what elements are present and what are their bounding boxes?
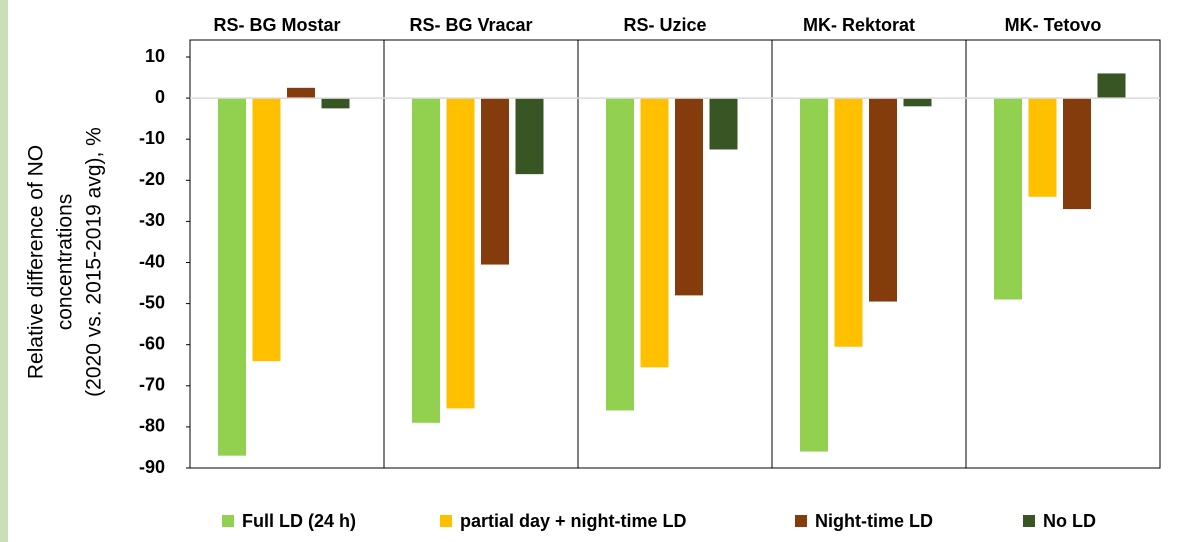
legend-label: partial day + night-time LD [460, 511, 687, 531]
legend-swatch [222, 515, 234, 527]
bar [994, 98, 1022, 300]
bar [675, 98, 703, 296]
bar [1028, 98, 1057, 197]
y-tick-label: -20 [139, 169, 165, 189]
bar [1063, 98, 1091, 210]
bar [869, 98, 897, 302]
y-axis-label: (2020 vs. 2015-2019 avg), % [83, 127, 106, 397]
legend-swatch [795, 515, 807, 527]
legend-label: No LD [1043, 511, 1096, 531]
bar [606, 98, 634, 411]
bar [252, 98, 281, 362]
y-tick-label: -30 [139, 210, 165, 230]
category-label: MK- Rektorat [803, 15, 915, 35]
bar [412, 98, 440, 423]
bar [709, 98, 738, 150]
bar [321, 98, 350, 109]
bar [903, 98, 932, 107]
category-label: RS- Uzice [623, 15, 706, 35]
y-tick-label: 0 [155, 87, 165, 107]
left-border [0, 0, 8, 542]
legend-swatch [440, 515, 452, 527]
legend-swatch [1023, 515, 1035, 527]
y-tick-label: 10 [145, 46, 165, 66]
y-tick-label: -70 [139, 375, 165, 395]
bar [640, 98, 669, 368]
category-label: RS- BG Mostar [213, 15, 340, 35]
plot-frame [189, 39, 1161, 469]
y-tick-label: -40 [139, 251, 165, 271]
legend-label: Night-time LD [815, 511, 933, 531]
y-tick-label: -50 [139, 292, 165, 312]
bar [446, 98, 475, 409]
bar [218, 98, 246, 456]
y-tick-label: -80 [139, 416, 165, 436]
bar [834, 98, 863, 347]
category-label: RS- BG Vracar [409, 15, 532, 35]
bar [287, 87, 315, 99]
y-tick-label: -10 [139, 128, 165, 148]
y-axis-label: Relative difference of NO [25, 145, 48, 379]
bar [515, 98, 544, 175]
y-tick-label: -90 [139, 457, 165, 477]
y-axis-label: concentrations [54, 194, 77, 331]
y-tick-label: -60 [139, 333, 165, 353]
category-label: MK- Tetovo [1005, 15, 1102, 35]
legend-label: Full LD (24 h) [242, 511, 356, 531]
bar [1097, 73, 1126, 99]
bar [481, 98, 509, 265]
bar [800, 98, 828, 452]
